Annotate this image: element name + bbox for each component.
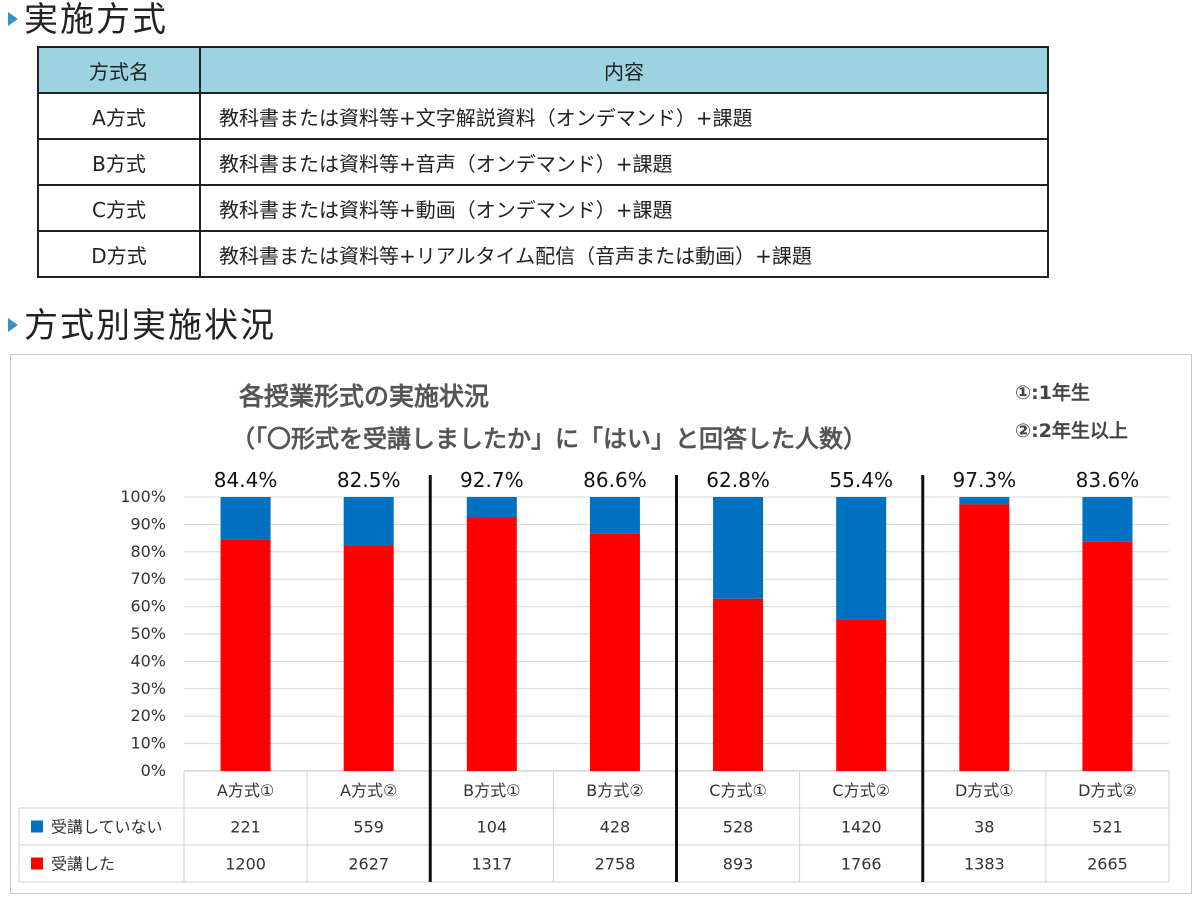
- category-label: C方式①: [709, 781, 767, 800]
- percent-label: 92.7%: [460, 468, 524, 492]
- table-header-row: 方式名 内容: [37, 46, 1049, 94]
- percent-label: 83.6%: [1076, 468, 1140, 492]
- data-value: 1383: [964, 855, 1005, 874]
- chart-title: 各授業形式の実施状況: [238, 382, 489, 411]
- chart-subtitle: （「〇形式を受講しましたか」に「はい」と回答した人数）: [231, 425, 867, 453]
- data-value: 528: [723, 818, 754, 837]
- bar-taken: [466, 517, 517, 771]
- y-tick-label: 60%: [130, 597, 166, 616]
- method-content: 教科書または資料等+文字解説資料（オンデマンド）+課題: [199, 92, 1049, 140]
- y-tick-label: 40%: [130, 651, 166, 670]
- bar-taken: [959, 504, 1010, 771]
- table-row: A方式 教科書または資料等+文字解説資料（オンデマンド）+課題: [37, 92, 1049, 140]
- section-title-status: 方式別実施状況: [8, 306, 276, 346]
- y-tick-label: 30%: [130, 679, 166, 698]
- category-label: C方式②: [832, 781, 890, 800]
- data-value: 428: [600, 818, 631, 837]
- method-name: A方式: [37, 92, 201, 140]
- data-value: 893: [723, 855, 754, 874]
- bar-not-taken: [220, 497, 271, 540]
- bar-not-taken: [713, 497, 764, 599]
- section-title-methods: 実施方式: [8, 0, 168, 40]
- percent-label: 97.3%: [953, 468, 1017, 492]
- y-tick-label: 10%: [130, 734, 166, 753]
- y-tick-label: 0%: [141, 761, 166, 780]
- method-name: B方式: [37, 138, 201, 186]
- bullet-triangle-icon: [8, 11, 18, 26]
- y-ticks: 0% 10% 20% 30% 40% 50% 60% 70% 80% 90% 100%: [120, 487, 166, 780]
- group-separators: [428, 475, 925, 882]
- section-title-text: 実施方式: [24, 0, 168, 40]
- bar-taken: [589, 533, 640, 771]
- header-method-name: 方式名: [37, 46, 201, 94]
- bars: [220, 497, 1133, 771]
- bar-not-taken: [466, 497, 517, 518]
- bar-taken: [343, 545, 394, 771]
- percent-labels: 84.4% 82.5% 92.7% 86.6% 62.8% 55.4% 97.3% 83.6%: [214, 468, 1139, 492]
- percent-label: 62.8%: [706, 468, 770, 492]
- data-value: 2665: [1087, 855, 1128, 874]
- method-content: 教科書または資料等+音声（オンデマンド）+課題: [199, 138, 1049, 186]
- bar-not-taken: [1082, 497, 1133, 542]
- legend-label: 受講していない: [51, 818, 163, 837]
- data-value: 1317: [471, 855, 512, 874]
- method-content: 教科書または資料等+動画（オンデマンド）+課題: [199, 184, 1049, 232]
- methods-table: 方式名 内容 A方式 教科書または資料等+文字解説資料（オンデマンド）+課題 B…: [37, 46, 1049, 278]
- category-label: D方式①: [955, 781, 1014, 800]
- note-second-year: ②:2年生以上: [1015, 419, 1128, 442]
- note-first-year: ①:1年生: [1015, 381, 1090, 404]
- category-label: A方式①: [217, 781, 274, 800]
- chart-container: 0% 10% 20% 30% 40% 50% 60% 70% 80% 90% 100% 84.4% 8…: [10, 354, 1192, 894]
- table-row: C方式 教科書または資料等+動画（オンデマンド）+課題: [37, 184, 1049, 232]
- y-tick-label: 70%: [130, 569, 166, 588]
- data-value: 2627: [348, 855, 389, 874]
- bar-taken: [220, 539, 271, 771]
- bar-not-taken: [959, 497, 1010, 505]
- y-tick-label: 50%: [130, 624, 166, 643]
- category-label: D方式②: [1078, 781, 1137, 800]
- data-value: 2758: [595, 855, 636, 874]
- y-tick-label: 20%: [130, 706, 166, 725]
- percent-label: 55.4%: [829, 468, 893, 492]
- data-table: A方式① A方式② B方式① B方式② C方式① C方式② D方式① D方式② 受講していない 2…: [18, 771, 1170, 883]
- data-value: 221: [230, 818, 261, 837]
- section-title-text: 方式別実施状況: [24, 306, 276, 346]
- percent-label: 84.4%: [214, 468, 278, 492]
- data-value: 1420: [841, 818, 882, 837]
- bar-taken: [1082, 541, 1133, 771]
- data-value: 521: [1092, 818, 1123, 837]
- category-label: B方式①: [463, 781, 520, 800]
- data-value: 559: [353, 818, 384, 837]
- method-name: C方式: [37, 184, 201, 232]
- bar-not-taken: [589, 497, 640, 534]
- bar-taken: [836, 619, 887, 771]
- data-value: 38: [974, 818, 994, 837]
- y-tick-label: 80%: [130, 542, 166, 561]
- percent-label: 82.5%: [337, 468, 401, 492]
- data-value: 104: [477, 818, 508, 837]
- bar-taken: [713, 598, 764, 771]
- y-tick-label: 100%: [120, 487, 166, 506]
- stacked-bar-chart: 0%10%20%30%40%50%60%70%80%90%100% 84.4% 8…: [18, 381, 1170, 883]
- y-tick-label: 90%: [130, 514, 166, 533]
- bar-not-taken: [343, 497, 394, 546]
- legend-swatch: [31, 857, 43, 870]
- percent-label: 86.6%: [583, 468, 647, 492]
- legend-label: 受講した: [51, 855, 115, 874]
- table-row: D方式 教科書または資料等+リアルタイム配信（音声または動画）+課題: [37, 230, 1049, 278]
- legend-swatch: [31, 820, 43, 833]
- method-content: 教科書または資料等+リアルタイム配信（音声または動画）+課題: [199, 230, 1049, 278]
- header-content: 内容: [199, 46, 1049, 94]
- table-row: B方式 教科書または資料等+音声（オンデマンド）+課題: [37, 138, 1049, 186]
- data-value: 1766: [841, 855, 882, 874]
- category-label: A方式②: [340, 781, 397, 800]
- data-value: 1200: [225, 855, 266, 874]
- method-name: D方式: [37, 230, 201, 278]
- bullet-triangle-icon: [8, 317, 18, 332]
- bar-not-taken: [836, 497, 887, 620]
- category-label: B方式②: [586, 781, 643, 800]
